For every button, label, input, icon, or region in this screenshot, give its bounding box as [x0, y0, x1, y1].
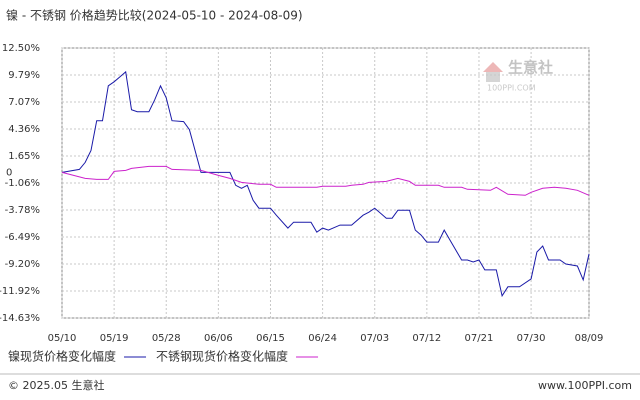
watermark: 生意社 100PPI.COM [483, 59, 553, 93]
legend-label: 不锈钢现货价格变化幅度 [156, 349, 288, 364]
x-tick-label: 05/28 [152, 333, 181, 344]
y-tick-label: 1.65% [8, 151, 40, 162]
watermark-icon [483, 62, 503, 72]
x-tick-label: 07/21 [465, 333, 494, 344]
y-tick-label: 7.07% [8, 97, 40, 108]
y-tick-label: -9.20% [5, 259, 40, 270]
chart-title: 镍 - 不锈钢 价格趋势比较(2024-05-10 - 2024-08-09) [6, 8, 303, 23]
legend-label: 镍现货价格变化幅度 [8, 349, 116, 364]
series-line [61, 70, 590, 298]
y-tick-label: -1.06% [5, 178, 40, 189]
y-tick-label: -14.63% [0, 313, 40, 324]
x-tick-label: 05/19 [100, 333, 129, 344]
x-tick-label: 06/06 [204, 333, 233, 344]
baseline-label: 0 [6, 167, 12, 178]
x-tick-label: 07/30 [517, 333, 546, 344]
x-tick-label: 08/09 [575, 333, 604, 344]
x-tick-label: 05/10 [48, 333, 77, 344]
footer-copyright: © 2025.05 生意社 [8, 378, 104, 392]
y-tick-label: -6.49% [5, 232, 40, 243]
watermark-icon [486, 72, 500, 82]
watermark-name: 生意社 [508, 59, 553, 77]
x-tick-label: 07/12 [412, 333, 441, 344]
y-tick-label: 12.50% [2, 43, 40, 54]
footer-url: www.100PPI.com [538, 379, 632, 392]
x-tick-label: 06/15 [256, 333, 285, 344]
y-tick-label: 4.36% [8, 124, 40, 135]
x-tick-label: 07/03 [360, 333, 389, 344]
watermark-site: 100PPI.COM [487, 84, 536, 93]
x-tick-label: 06/24 [308, 333, 337, 344]
series-line [61, 165, 590, 196]
y-tick-label: -3.78% [5, 205, 40, 216]
y-tick-label: -11.92% [0, 286, 40, 297]
y-tick-label: 9.79% [8, 70, 40, 81]
